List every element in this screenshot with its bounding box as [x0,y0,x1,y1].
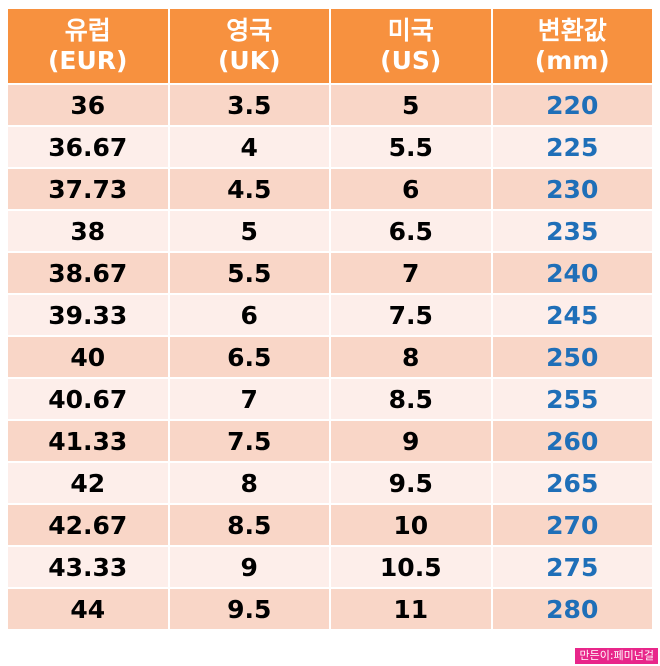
header-mm-name: 변환값 [537,16,607,45]
cell-uk: 8 [167,461,331,505]
cell-uk: 6.5 [167,335,331,379]
cell-eur: 42 [6,461,170,505]
header-eur-name: 유럽 [64,16,111,45]
cell-uk: 4 [167,125,331,169]
cell-mm: 270 [490,503,654,547]
cell-mm: 260 [490,419,654,463]
cell-mm: 275 [490,545,654,589]
header-mm-unit: (mm) [534,46,610,75]
cell-us: 5 [329,83,493,127]
table-row: 43.33 9 10.5 275 [6,545,654,589]
cell-mm: 225 [490,125,654,169]
cell-mm: 240 [490,251,654,295]
cell-eur: 43.33 [6,545,170,589]
table-row: 42.67 8.5 10 270 [6,503,654,547]
cell-eur: 38 [6,209,170,253]
cell-mm: 250 [490,335,654,379]
cell-mm: 220 [490,83,654,127]
cell-uk: 5 [167,209,331,253]
cell-eur: 36.67 [6,125,170,169]
header-eur-unit: (EUR) [48,46,128,75]
header-us: 미국 (US) [329,7,493,85]
cell-us: 10.5 [329,545,493,589]
cell-us: 9.5 [329,461,493,505]
header-uk-name: 영국 [226,16,273,45]
cell-us: 11 [329,587,493,631]
cell-uk: 5.5 [167,251,331,295]
cell-mm: 265 [490,461,654,505]
cell-uk: 6 [167,293,331,337]
cell-uk: 4.5 [167,167,331,211]
cell-us: 7.5 [329,293,493,337]
table-row: 36.67 4 5.5 225 [6,125,654,169]
cell-eur: 42.67 [6,503,170,547]
table-row: 39.33 6 7.5 245 [6,293,654,337]
cell-us: 6.5 [329,209,493,253]
credit-watermark: 만든이:페미넌걸 [575,648,658,664]
cell-us: 5.5 [329,125,493,169]
cell-uk: 7.5 [167,419,331,463]
cell-us: 6 [329,167,493,211]
cell-us: 9 [329,419,493,463]
table-row: 38.67 5.5 7 240 [6,251,654,295]
cell-eur: 40.67 [6,377,170,421]
shoe-size-conversion-table: 유럽 (EUR) 영국 (UK) 미국 (US) 변환값 (mm) 36 3.5 5… [6,7,654,631]
header-us-name: 미국 [387,16,434,45]
cell-eur: 36 [6,83,170,127]
cell-us: 10 [329,503,493,547]
cell-us: 8.5 [329,377,493,421]
cell-uk: 3.5 [167,83,331,127]
cell-uk: 9.5 [167,587,331,631]
table-row: 36 3.5 5 220 [6,83,654,127]
cell-eur: 44 [6,587,170,631]
table-row: 42 8 9.5 265 [6,461,654,505]
header-mm: 변환값 (mm) [490,7,654,85]
cell-eur: 40 [6,335,170,379]
table-row: 41.33 7.5 9 260 [6,419,654,463]
cell-mm: 235 [490,209,654,253]
cell-eur: 38.67 [6,251,170,295]
cell-us: 8 [329,335,493,379]
cell-uk: 9 [167,545,331,589]
table-row: 40.67 7 8.5 255 [6,377,654,421]
cell-uk: 8.5 [167,503,331,547]
cell-uk: 7 [167,377,331,421]
table-row: 40 6.5 8 250 [6,335,654,379]
header-row: 유럽 (EUR) 영국 (UK) 미국 (US) 변환값 (mm) [6,7,654,85]
cell-mm: 280 [490,587,654,631]
table-body: 36 3.5 5 220 36.67 4 5.5 225 37.73 4.5 6 230 38 5 6.5 2… [6,83,654,631]
header-eur: 유럽 (EUR) [6,7,170,85]
cell-eur: 39.33 [6,293,170,337]
cell-mm: 255 [490,377,654,421]
header-uk: 영국 (UK) [167,7,331,85]
header-us-unit: (US) [380,46,442,75]
table-header: 유럽 (EUR) 영국 (UK) 미국 (US) 변환값 (mm) [6,7,654,85]
cell-mm: 245 [490,293,654,337]
cell-us: 7 [329,251,493,295]
cell-eur: 37.73 [6,167,170,211]
table-row: 44 9.5 11 280 [6,587,654,631]
table-row: 37.73 4.5 6 230 [6,167,654,211]
table-row: 38 5 6.5 235 [6,209,654,253]
cell-mm: 230 [490,167,654,211]
header-uk-unit: (UK) [217,46,281,75]
cell-eur: 41.33 [6,419,170,463]
